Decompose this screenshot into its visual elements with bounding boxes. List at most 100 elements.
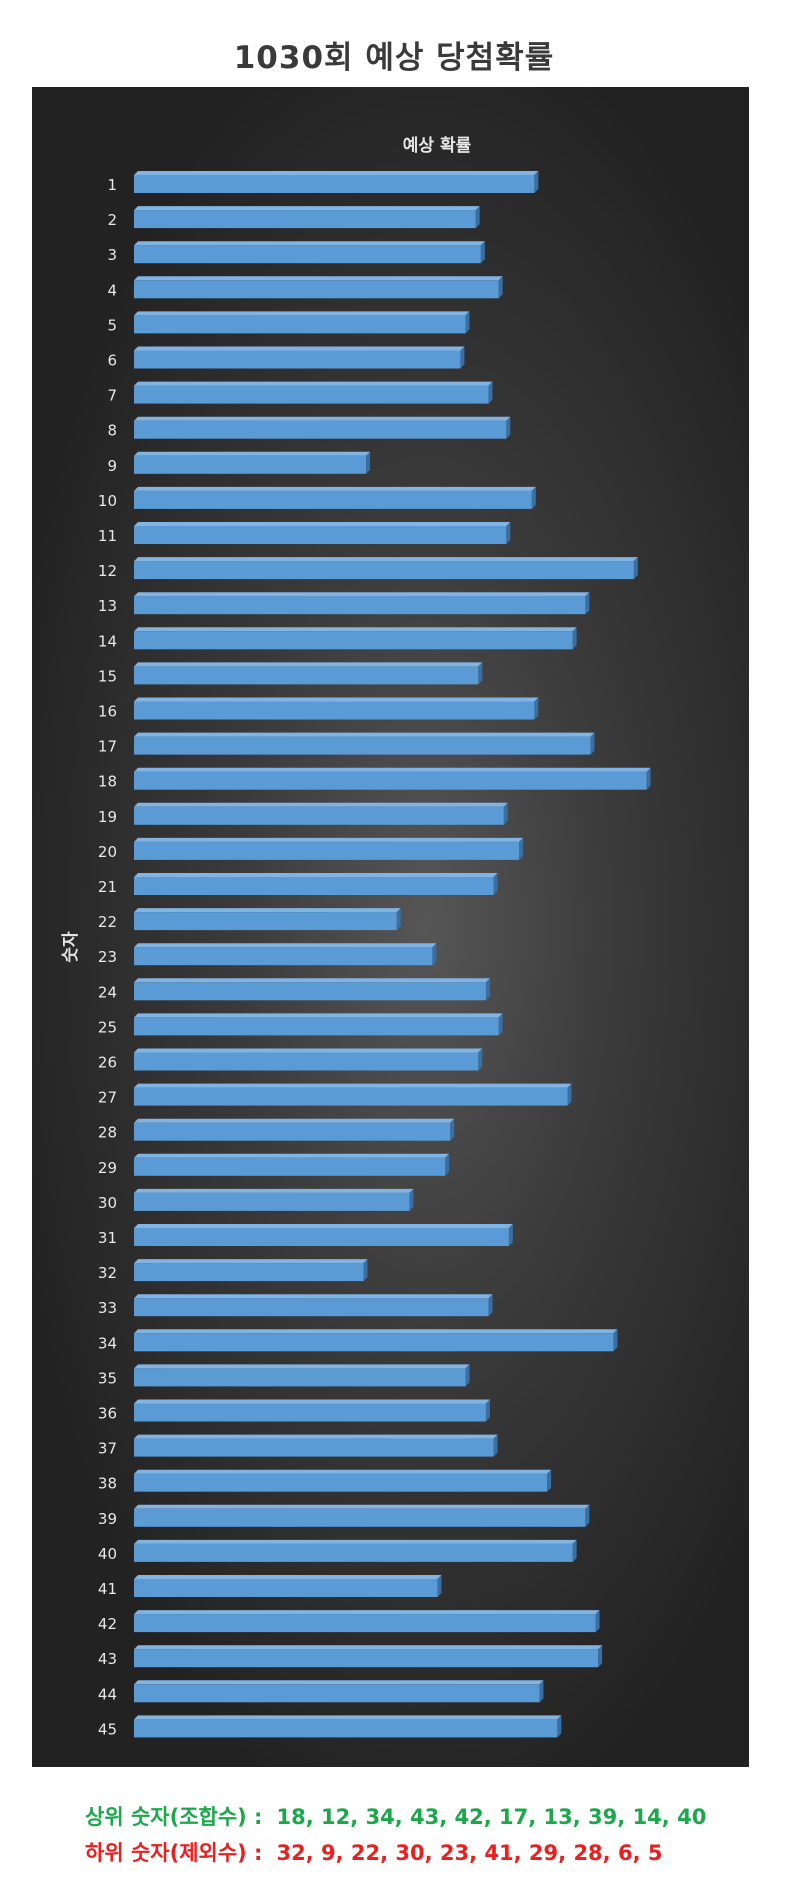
bar-side-face [432,943,437,966]
bar-front-face [134,420,507,439]
tick-label-39: 39 [98,1510,117,1528]
bar-front-face [134,1192,410,1211]
chart-title: 예상 확률 [403,136,472,156]
bar-front-face [134,1333,614,1352]
bar-40 [134,1539,577,1562]
bar-front-face [134,1298,489,1317]
bar-13 [134,592,590,615]
bar-7 [134,381,493,404]
bar-top-face [134,802,508,807]
bar-top-face [134,1329,618,1334]
tick-label-34: 34 [98,1334,117,1352]
bar-9 [134,451,371,474]
bar-front-face [134,280,499,299]
tick-label-32: 32 [98,1264,117,1282]
bar-33 [134,1294,493,1317]
bar-top-face [134,1083,572,1088]
bar-top-face [134,1434,498,1439]
bar-top-face [134,592,590,597]
bar-top-face [134,381,493,386]
bar-5 [134,311,470,334]
bar-top-face [134,416,511,421]
bar-top-face [134,486,536,491]
bar-front-face [134,1368,466,1387]
bar-side-face [506,522,511,544]
tick-label-3: 3 [107,246,117,264]
bar-front-face [134,1122,451,1141]
bar-front-face [134,1614,596,1633]
bar-30 [134,1188,414,1211]
bar-front-face [134,596,586,615]
bar-front-face [134,455,367,474]
bar-24 [134,978,490,1001]
tick-label-12: 12 [98,562,117,580]
bar-side-face [531,486,536,509]
bar-42 [134,1610,600,1633]
bar-19 [134,802,508,825]
bar-front-face [134,1052,479,1071]
bar-top-face [134,627,577,632]
bar-top-face [134,732,595,737]
bar-front-face [134,806,504,825]
bar-side-face [493,1434,498,1457]
bar-side-face [460,346,465,369]
tick-label-42: 42 [98,1615,117,1633]
tick-label-13: 13 [98,597,117,615]
bar-front-face [134,210,476,229]
bar-front-face [134,771,647,790]
tick-label-23: 23 [98,948,117,966]
bar-4 [134,276,503,299]
bar-side-face [572,1539,577,1562]
bar-front-face [134,982,486,1001]
tick-label-37: 37 [98,1440,117,1458]
bar-chart: 예상 확률 숫자 1234567891011121314151617181920… [61,136,651,1738]
bar-31 [134,1224,513,1246]
bar-top-face [134,1645,603,1650]
tick-label-31: 31 [98,1229,117,1247]
bar-28 [134,1118,455,1141]
bar-top-face [134,1504,590,1509]
bar-side-face [572,627,577,650]
bar-side-face [485,978,490,1001]
bar-6 [134,346,465,369]
tick-label-8: 8 [107,422,117,440]
bar-front-face [134,1649,599,1668]
bar-27 [134,1083,572,1106]
bar-side-face [498,276,503,299]
bar-21 [134,873,498,895]
bar-top-face [134,311,470,316]
bar-front-face [134,947,433,966]
bar-side-face [539,1680,544,1703]
bar-top-face [134,346,465,351]
bar-top-face [134,767,651,772]
bar-15 [134,662,483,685]
bar-18 [134,767,651,790]
tick-label-43: 43 [98,1650,117,1668]
tick-label-40: 40 [98,1545,117,1563]
bar-side-face [465,1364,470,1387]
bar-side-face [646,767,651,790]
bar-10 [134,486,536,509]
bar-35 [134,1364,470,1387]
bar-side-face [396,908,401,931]
bar-top-face [134,1153,450,1158]
bar-side-face [437,1575,442,1597]
tick-label-9: 9 [107,457,117,475]
bar-side-face [478,1048,483,1071]
tick-label-14: 14 [98,632,117,650]
bar-top-face [134,1118,455,1123]
bar-side-face [465,311,470,334]
bar-front-face [134,1579,438,1597]
tick-label-5: 5 [107,316,117,334]
bar-side-face [445,1153,450,1176]
bar-top-face [134,943,437,948]
bar-8 [134,416,511,439]
bar-front-face [134,1403,486,1422]
bar-front-face [134,1228,509,1246]
bar-top-face [134,662,483,667]
bar-front-face [134,526,507,544]
tick-label-22: 22 [98,913,117,931]
tick-label-10: 10 [98,492,117,510]
bar-front-face [134,1719,558,1738]
bar-top-face [134,1188,414,1193]
